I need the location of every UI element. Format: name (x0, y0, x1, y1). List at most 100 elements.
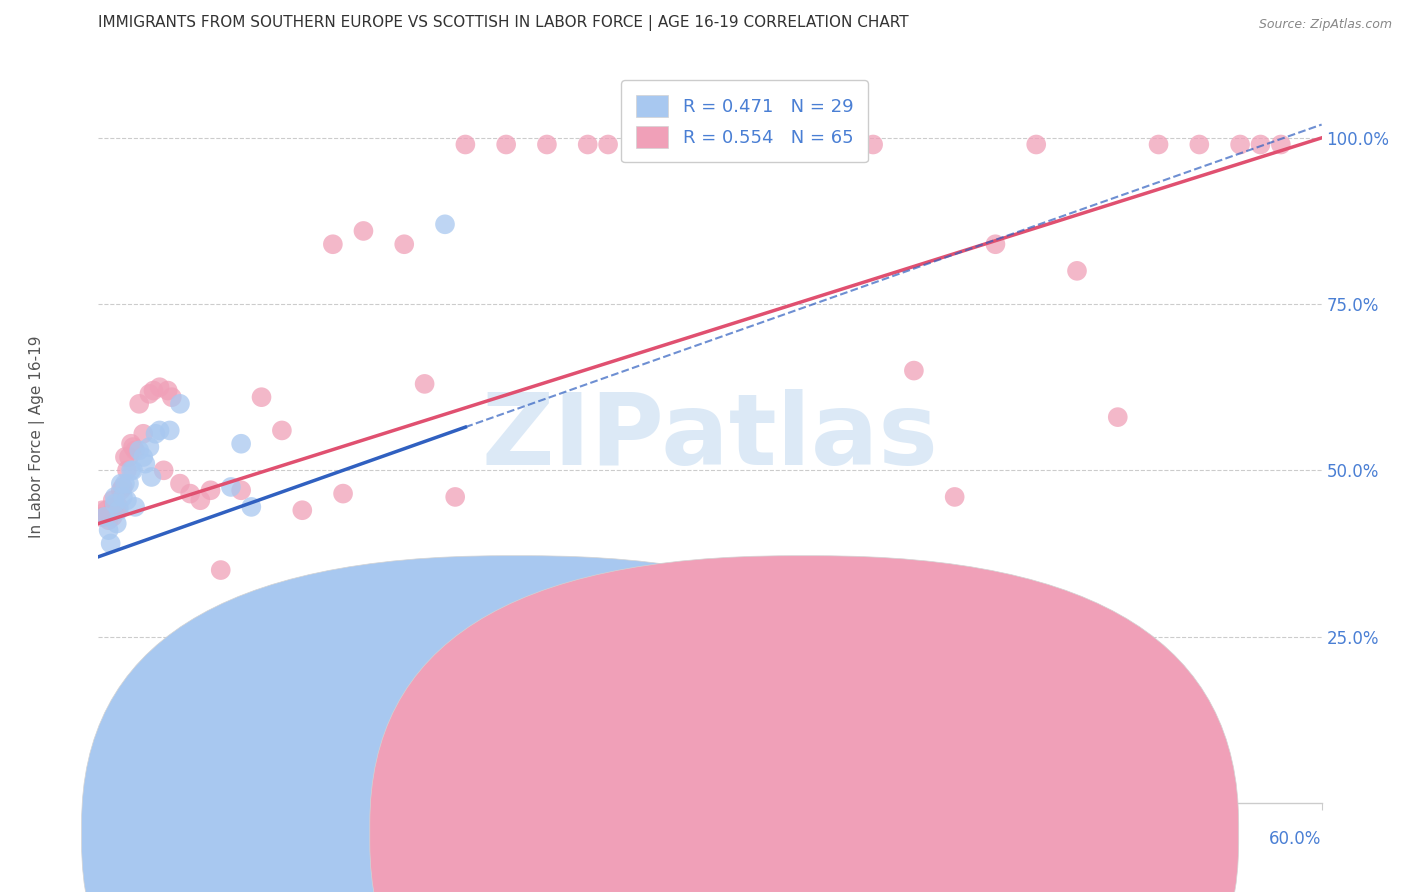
Point (128, 397, 150, 411)
Point (108, 503, 131, 517)
Point (132, 450, 155, 464)
Point (638, 137, 661, 152)
Point (108, 500, 131, 514)
Point (100, 507, 122, 521)
Text: ZIPatlas: ZIPatlas (482, 389, 938, 485)
Point (1066, 264, 1088, 278)
Point (100, 536, 122, 550)
Text: IMMIGRANTS FROM SOUTHERN EUROPE VS SCOTTISH IN LABOR FORCE | AGE 16-19 CORRELATI: IMMIGRANTS FROM SOUTHERN EUROPE VS SCOTT… (98, 15, 910, 31)
Point (111, 490, 134, 504)
Point (434, 217, 457, 231)
Point (250, 390, 273, 404)
Point (152, 463, 174, 477)
Point (115, 463, 138, 477)
Point (862, 137, 884, 152)
Point (903, 363, 925, 377)
Point (97, 523, 120, 537)
Point (219, 480, 242, 494)
Point (342, 630, 364, 644)
Point (115, 493, 138, 508)
Point (231, 436, 253, 450)
Point (104, 490, 127, 504)
Text: Immigrants from Southern Europe: Immigrants from Southern Europe (534, 826, 785, 840)
Text: 0.0%: 0.0% (98, 830, 141, 847)
Point (120, 463, 142, 477)
Point (209, 563, 232, 577)
Point (780, 137, 803, 152)
Point (179, 486, 201, 500)
Point (101, 509, 124, 524)
Legend: R = 0.471   N = 29, R = 0.554   N = 65: R = 0.471 N = 29, R = 0.554 N = 65 (621, 80, 868, 162)
Point (200, 483, 222, 498)
Point (105, 516, 128, 531)
Point (105, 503, 128, 517)
Point (169, 476, 191, 491)
Text: Source: ZipAtlas.com: Source: ZipAtlas.com (1258, 18, 1392, 31)
Point (1270, 137, 1292, 152)
Point (576, 137, 599, 152)
Point (132, 426, 155, 441)
Point (231, 483, 253, 498)
Point (219, 609, 242, 624)
Point (291, 503, 314, 517)
Point (332, 486, 354, 500)
Point (156, 384, 179, 398)
Point (89, 509, 111, 524)
Point (122, 440, 145, 454)
Point (240, 500, 263, 514)
Point (122, 463, 145, 477)
Point (138, 440, 160, 454)
Point (97, 513, 120, 527)
Text: Scottish: Scottish (823, 826, 882, 840)
Point (1229, 137, 1251, 152)
Point (104, 500, 127, 514)
Point (598, 137, 620, 152)
Point (110, 476, 132, 491)
Point (160, 390, 183, 404)
Point (118, 450, 141, 464)
Point (740, 137, 762, 152)
Point (1107, 410, 1129, 425)
Point (114, 476, 136, 491)
Point (114, 450, 136, 464)
Point (91, 503, 114, 517)
Point (104, 497, 127, 511)
Point (142, 384, 165, 398)
Point (93, 509, 115, 524)
Point (149, 380, 172, 394)
Point (943, 490, 966, 504)
Point (124, 443, 146, 458)
Text: 60.0%: 60.0% (1270, 830, 1322, 847)
Point (101, 493, 124, 508)
Point (169, 397, 191, 411)
Point (124, 500, 146, 514)
Point (392, 237, 416, 252)
Point (536, 137, 558, 152)
Point (134, 457, 156, 471)
Point (352, 224, 374, 238)
Point (111, 480, 134, 494)
Point (149, 424, 172, 438)
Point (699, 137, 721, 152)
Text: In Labor Force | Age 16-19: In Labor Force | Age 16-19 (30, 335, 45, 539)
Point (128, 443, 150, 458)
Point (120, 436, 142, 450)
Point (495, 137, 517, 152)
Point (322, 237, 344, 252)
Point (1188, 137, 1211, 152)
Point (96, 503, 118, 517)
Point (1249, 137, 1271, 152)
Point (110, 483, 132, 498)
Point (454, 137, 477, 152)
Point (984, 237, 1007, 252)
Point (141, 470, 163, 484)
Point (188, 493, 212, 508)
Point (1025, 137, 1047, 152)
Point (1147, 137, 1170, 152)
Point (118, 476, 141, 491)
Point (159, 424, 181, 438)
Point (270, 424, 294, 438)
Point (93, 509, 115, 524)
Point (444, 490, 467, 504)
Point (413, 376, 436, 391)
